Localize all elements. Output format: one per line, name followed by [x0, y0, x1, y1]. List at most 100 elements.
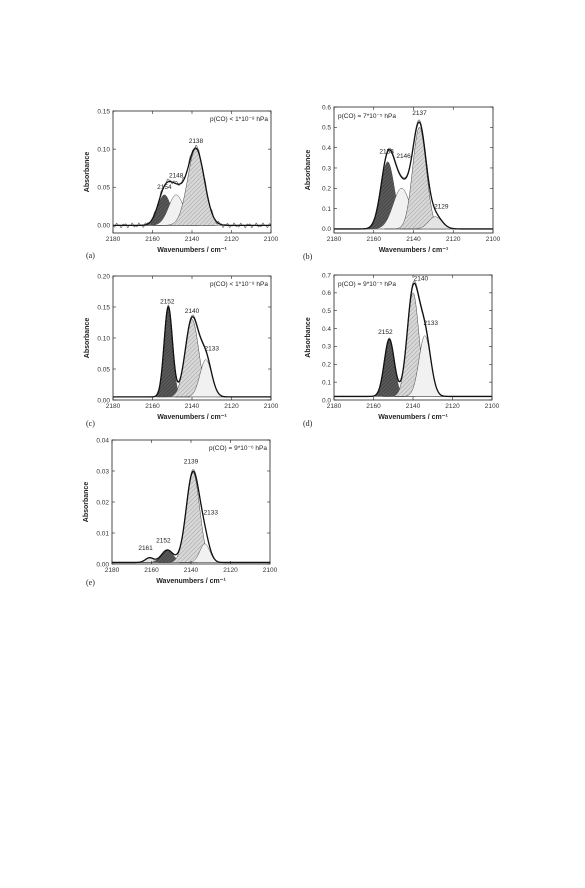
y-tick-label: 0.4: [322, 145, 331, 152]
plot-area: [112, 469, 270, 564]
peak-label-2146: 2146: [396, 153, 411, 160]
x-tick-label: 2180: [105, 567, 120, 574]
chart-panel-2: 2180 2160 2140 2120 2100 0.00 0.05 0.10 0.15 0.20…: [84, 273, 279, 428]
y-axis-label: Absorbance: [305, 317, 312, 358]
y-tick-label: 0.0: [322, 226, 331, 233]
x-tick-label: 2120: [224, 403, 239, 410]
y-tick-label: 0.10: [97, 146, 110, 153]
x-tick-label: 2140: [185, 236, 200, 243]
pressure-label: p(CO) = 7*10⁻⁵ hPa: [338, 113, 396, 120]
fit-envelope-line: [112, 470, 270, 564]
chart-panel-0: 2180 2160 2140 2120 2100 0.00 0.05 0.10 0.15 Wave…: [84, 108, 279, 260]
y-tick-label: 0.05: [97, 185, 110, 192]
plot-area: [334, 119, 493, 230]
x-tick-label: 2100: [264, 236, 279, 243]
y-axis-label: Absorbance: [83, 482, 90, 523]
pressure-label: p(CO) < 1*10⁻⁸ hPa: [210, 116, 268, 123]
y-tick-label: 0.04: [96, 437, 109, 444]
x-axis-label: Wavenumbers / cm⁻¹: [156, 578, 226, 585]
x-tick-label: 2160: [144, 567, 159, 574]
x-tick-label: 2100: [264, 403, 279, 410]
peak-label-2148: 2148: [169, 172, 184, 179]
peak-label-2137: 2137: [412, 110, 427, 117]
panel-label: (b): [303, 252, 313, 261]
y-tick-label: 0.02: [96, 499, 109, 506]
x-tick-label: 2140: [184, 567, 199, 574]
pressure-label: p(CO) = 9*10⁻⁵ hPa: [338, 281, 396, 288]
y-tick-label: 0.10: [97, 335, 110, 342]
plot-area: [113, 144, 271, 229]
component-peak-2139: [158, 472, 228, 563]
panel-label: (d): [303, 419, 313, 428]
y-tick-label: 0.00: [96, 561, 109, 568]
x-axis-label: Wavenumbers / cm⁻¹: [157, 247, 227, 254]
y-tick-label: 0.20: [97, 273, 110, 280]
x-tick-label: 2160: [366, 403, 381, 410]
x-tick-label: 2160: [367, 236, 382, 243]
y-tick-label: 0.15: [97, 108, 110, 115]
y-axis-label: Absorbance: [84, 318, 91, 359]
y-tick-label: 0.1: [322, 206, 331, 213]
fit-envelope-line: [334, 121, 493, 230]
pressure-label: p(CO) = 9*10⁻⁶ hPa: [209, 445, 267, 452]
chart-panel-1: 2180 2160 2140 2120 2100 0.0 0.1 0.2 0.3 0.4 0.5 0.…: [303, 104, 501, 261]
peak-label-2133: 2133: [205, 345, 220, 352]
y-tick-label: 0.4: [322, 326, 331, 333]
y-tick-label: 0.5: [322, 125, 331, 132]
x-tick-label: 2140: [185, 403, 200, 410]
x-tick-label: 2180: [327, 403, 342, 410]
y-axis-label: Absorbance: [84, 152, 91, 193]
chart-panel-4: 2180 2160 2140 2120 2100 0.00 0.01 0.02 0.03 0.04…: [83, 437, 278, 587]
peak-label-2154: 2154: [157, 184, 172, 191]
x-tick-label: 2160: [145, 403, 160, 410]
x-tick-label: 2180: [106, 403, 121, 410]
y-axis-label: Absorbance: [305, 150, 312, 191]
x-tick-label: 2180: [327, 236, 342, 243]
fit-envelope-line: [113, 305, 271, 398]
y-tick-label: 0.3: [322, 165, 331, 172]
x-tick-label: 2120: [446, 236, 461, 243]
y-tick-label: 0.5: [322, 308, 331, 315]
x-tick-label: 2180: [106, 236, 121, 243]
y-tick-label: 0.6: [322, 104, 331, 111]
y-tick-label: 0.7: [322, 272, 331, 279]
x-tick-label: 2140: [406, 403, 421, 410]
y-tick-label: 0.03: [96, 468, 109, 475]
x-tick-label: 2140: [406, 236, 421, 243]
y-tick-label: 0.1: [322, 379, 331, 386]
x-tick-label: 2120: [224, 236, 239, 243]
y-tick-label: 0.3: [322, 344, 331, 351]
peak-label-2139: 2139: [184, 458, 199, 465]
pressure-label: p(CO) < 1*10⁻⁸ hPa: [210, 281, 268, 288]
panel-label: (c): [86, 419, 95, 428]
fit-envelope-line: [113, 147, 271, 227]
peak-label-2133: 2133: [424, 320, 439, 327]
peak-label-2152: 2152: [156, 537, 171, 544]
x-axis-label: Wavenumbers / cm⁻¹: [157, 414, 227, 421]
x-axis-label: Wavenumbers / cm⁻¹: [378, 414, 448, 421]
peak-label-2152: 2152: [160, 298, 175, 305]
panel-label: (a): [86, 251, 95, 260]
peak-label-2161: 2161: [138, 545, 153, 552]
y-tick-label: 0.15: [97, 304, 110, 311]
y-tick-label: 0.00: [97, 223, 110, 230]
x-axis-label: Wavenumbers / cm⁻¹: [379, 247, 449, 254]
plot-area: [334, 280, 492, 398]
peak-label-2140: 2140: [185, 308, 200, 315]
y-tick-label: 0.2: [322, 186, 331, 193]
panel-label: (e): [86, 578, 95, 587]
x-tick-label: 2100: [486, 236, 501, 243]
y-tick-label: 0.01: [96, 530, 109, 537]
peak-label-2133: 2133: [204, 509, 219, 516]
x-tick-label: 2100: [485, 403, 500, 410]
x-tick-label: 2160: [145, 236, 160, 243]
y-tick-label: 0.6: [322, 290, 331, 297]
peak-label-2138: 2138: [189, 138, 204, 145]
peak-label-2152: 2152: [378, 329, 393, 336]
plot-area: [113, 304, 271, 398]
x-tick-label: 2120: [445, 403, 460, 410]
y-tick-label: 0.2: [322, 362, 331, 369]
x-tick-label: 2100: [263, 567, 278, 574]
peak-label-2153: 2153: [379, 149, 394, 156]
